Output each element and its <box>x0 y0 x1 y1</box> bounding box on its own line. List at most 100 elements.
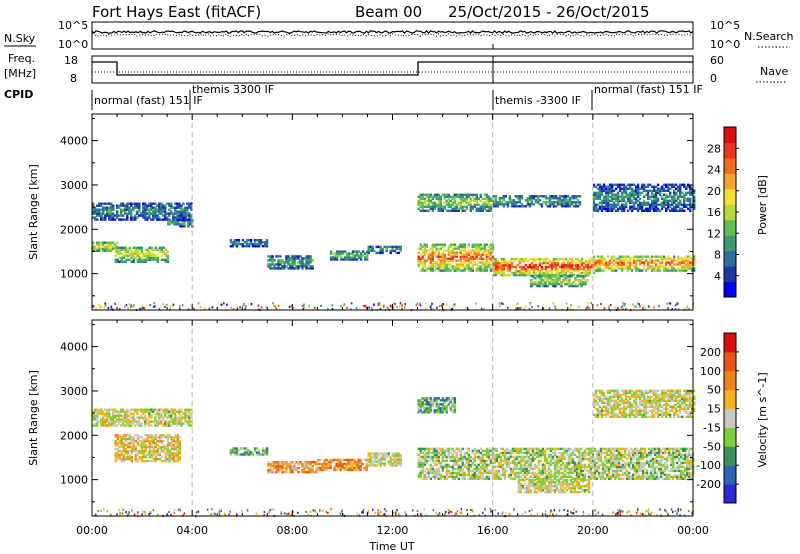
velocity-y-ticks: 1000 2000 3000 4000 <box>60 320 694 516</box>
cpid-segment-3: themis -3300 IF <box>495 94 581 107</box>
velocity-echo-band <box>517 479 591 494</box>
x-tick-label: 04:00 <box>176 524 208 537</box>
colorbar-swatch <box>724 219 736 236</box>
freq-left-tick-top: 18 <box>64 54 78 67</box>
velocity-echo-band <box>229 447 269 456</box>
nsky-left-tick-bottom: 10^0 <box>58 38 88 51</box>
colorbar-swatch <box>724 266 736 283</box>
power-echo-band <box>592 183 696 212</box>
y-tick-label: 4000 <box>60 135 88 148</box>
velocity-echo-band <box>317 458 368 472</box>
colorbar-swatch <box>724 250 736 267</box>
power-gridlines <box>191 114 594 310</box>
colorbar-tick-label: 200 <box>700 346 721 359</box>
power-echo-band <box>417 243 495 272</box>
colorbar-swatch <box>724 446 736 466</box>
date-range: 25/Oct/2015 - 26/Oct/2015 <box>448 3 650 21</box>
power-echo-band <box>492 195 582 208</box>
velocity-echo-band <box>367 452 402 467</box>
freq-left-tick-bottom: 8 <box>70 72 77 85</box>
velocity-echo-band <box>417 447 695 480</box>
y-tick-label: 1000 <box>60 268 88 281</box>
velocity-panel: 1000 2000 3000 4000 Slant Range [km] <box>27 319 696 518</box>
power-echo-band <box>114 246 169 263</box>
power-echoes <box>92 183 696 312</box>
colorbar-tick-label: 28 <box>707 142 721 155</box>
colorbar-tick-label: 12 <box>707 227 721 240</box>
colorbar-tick-label: 20 <box>707 185 721 198</box>
nsearch-label: N.Search <box>744 30 794 43</box>
cpid-panel: CPID normal (fast) 151 IF themis 3300 IF… <box>4 83 703 110</box>
velocity-colorbar-label: Velocity [m s^-1] <box>756 372 769 467</box>
colorbar-swatch <box>724 465 736 485</box>
cpid-label: CPID <box>4 88 33 101</box>
colorbar-swatch <box>724 333 736 353</box>
y-tick-label: 4000 <box>60 341 88 354</box>
colorbar-swatch <box>724 188 736 205</box>
colorbar-tick-label: -200 <box>696 478 721 491</box>
freq-right-tick-top: 60 <box>710 54 724 67</box>
velocity-echo-band <box>92 408 193 427</box>
y-tick-label: 2000 <box>60 429 88 442</box>
velocity-colorbar: 200 100 50 15 -15 -50 -100 -200 <box>696 332 739 504</box>
y-tick-label: 3000 <box>60 385 88 398</box>
x-tick-label: 00:00 <box>677 524 709 537</box>
velocity-gridlines <box>191 320 594 516</box>
freq-panel: Freq. [MHz] 18 8 60 0 Nave <box>4 52 788 85</box>
x-tick-label: 12:00 <box>377 524 409 537</box>
colorbar-swatch <box>724 484 736 504</box>
colorbar-tick-label: 24 <box>707 164 721 177</box>
colorbar-swatch <box>724 204 736 221</box>
cpid-segment-1: normal (fast) 151 IF <box>94 94 203 107</box>
power-echo-band <box>329 250 369 261</box>
colorbar-swatch <box>724 351 736 372</box>
colorbar-swatch <box>724 127 736 143</box>
colorbar-tick-label: 50 <box>707 384 721 397</box>
nsky-series <box>91 29 694 35</box>
x-tick-label: 00:00 <box>76 524 108 537</box>
time-x-ticks: 00:00 04:00 08:00 12:00 16:00 20:00 00:00 <box>76 524 709 537</box>
power-ylabel: Slant Range [km] <box>27 164 40 260</box>
power-colorbar-label: Power [dB] <box>756 175 769 235</box>
y-tick-label: 3000 <box>60 179 88 192</box>
velocity-echo-band <box>267 461 318 474</box>
colorbar-tick-label: 8 <box>714 249 721 262</box>
power-echo-band <box>92 241 119 252</box>
power-echo-band <box>92 202 193 221</box>
power-echo-band <box>267 255 314 270</box>
freq-label: Freq. <box>8 52 35 65</box>
velocity-echoes <box>92 389 696 518</box>
colorbar-swatch <box>724 281 736 298</box>
nave-label: Nave <box>760 65 788 78</box>
colorbar-swatch <box>724 408 736 428</box>
colorbar-swatch <box>724 389 736 410</box>
power-y-ticks: 1000 2000 3000 4000 <box>60 114 694 310</box>
nsearch-series <box>91 33 694 37</box>
colorbar-swatch <box>724 370 736 391</box>
colorbar-tick-label: 16 <box>707 206 721 219</box>
x-tick-label: 20:00 <box>577 524 609 537</box>
colorbar-tick-label: -15 <box>703 421 721 434</box>
colorbar-swatch <box>724 157 736 174</box>
velocity-ylabel: Slant Range [km] <box>27 370 40 466</box>
nsky-left-tick-top: 10^5 <box>58 19 88 32</box>
y-tick-label: 1000 <box>60 474 88 487</box>
power-echo-band <box>592 255 696 272</box>
y-tick-label: 2000 <box>60 223 88 236</box>
power-panel: 1000 2000 3000 4000 Slant Range [km] <box>27 113 696 312</box>
colorbar-tick-label: -100 <box>696 459 721 472</box>
freq-series <box>92 61 693 76</box>
freq-unit: [MHz] <box>4 67 36 80</box>
velocity-echo-band <box>114 434 181 463</box>
nsky-label: N.Sky <box>4 32 36 45</box>
power-colorbar: 4 8 12 16 20 24 28 <box>707 126 739 298</box>
colorbar-tick-label: 4 <box>714 270 721 283</box>
power-near-range-echoes <box>92 302 695 312</box>
power-echo-band <box>530 275 589 288</box>
beam-label: Beam 00 <box>355 3 422 21</box>
power-echo-band <box>367 245 402 255</box>
nsky-panel: N.Sky 10^5 10^0 10^5 10^0 N.Search <box>4 19 794 51</box>
velocity-echo-band <box>417 397 456 414</box>
cpid-segment-4: normal (fast) 151 IF <box>594 83 703 96</box>
x-tick-label: 16:00 <box>477 524 509 537</box>
